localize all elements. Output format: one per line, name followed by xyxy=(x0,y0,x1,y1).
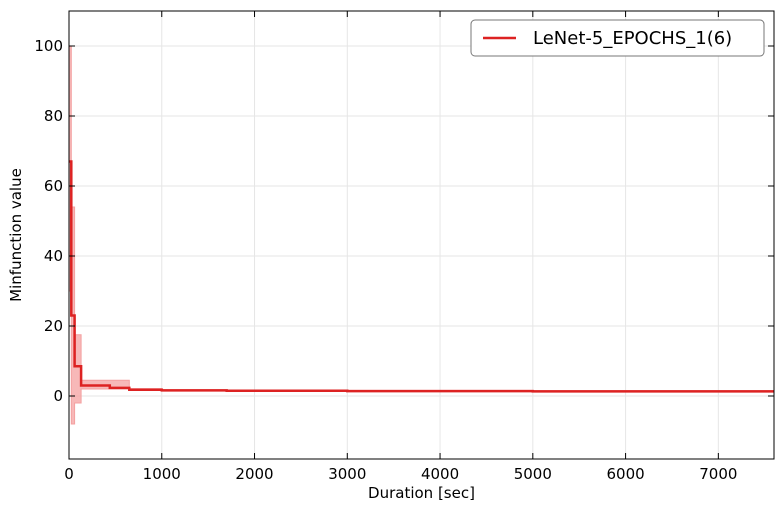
legend-box xyxy=(470,19,765,57)
y-tick-label: 100 xyxy=(34,37,63,55)
x-axis-label: Duration [sec] xyxy=(368,484,475,502)
x-tick-label: 5000 xyxy=(514,465,552,483)
y-tick-label: 40 xyxy=(44,247,63,265)
y-tick-label: 80 xyxy=(44,107,63,125)
y-tick-label: 60 xyxy=(44,177,63,195)
x-tick-label: 3000 xyxy=(328,465,366,483)
series-line xyxy=(69,160,774,393)
x-tick-label: 1000 xyxy=(143,465,181,483)
ticks: 0 1000 2000 3000 4000 5000 6000 7000 0 20 40 60 80 10… xyxy=(34,11,774,483)
plot-frame xyxy=(68,10,775,460)
series-line-layer xyxy=(69,160,774,393)
y-tick-label: 20 xyxy=(44,317,63,335)
legend: LeNet-5_EPOCHS_1(6) xyxy=(470,19,765,57)
x-tick-label: 4000 xyxy=(421,465,459,483)
x-tick-label: 2000 xyxy=(235,465,273,483)
grid xyxy=(68,11,774,459)
x-tick-label: 7000 xyxy=(699,465,737,483)
legend-label: LeNet-5_EPOCHS_1(6) xyxy=(533,28,732,49)
x-tick-label: 6000 xyxy=(606,465,644,483)
y-tick-label: 0 xyxy=(53,387,63,405)
x-tick-label: 0 xyxy=(64,465,74,483)
y-axis-label: Minfunction value xyxy=(7,168,25,302)
